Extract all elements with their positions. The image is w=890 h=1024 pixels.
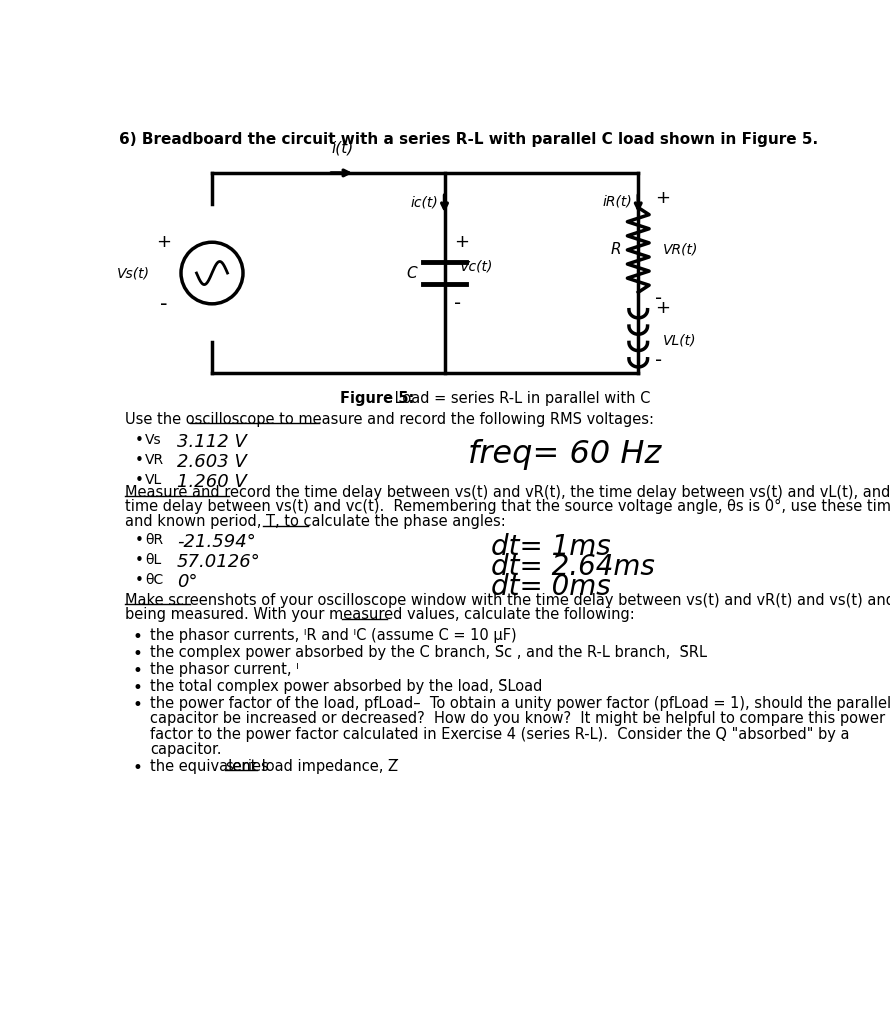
Text: θC: θC (145, 572, 164, 587)
Text: •: • (133, 628, 142, 646)
Text: series: series (225, 759, 269, 774)
Text: +: + (655, 299, 670, 316)
Text: -: - (655, 289, 662, 308)
Text: -: - (655, 351, 662, 371)
Text: the total complex power absorbed by the load, S̃Load: the total complex power absorbed by the … (150, 679, 542, 694)
Text: VL: VL (145, 473, 163, 487)
Text: load impedance, Z̅: load impedance, Z̅ (257, 759, 398, 774)
Text: the phasor currents, ᴵR and ᴵC (assume C = 10 μF): the phasor currents, ᴵR and ᴵC (assume C… (150, 628, 516, 643)
Text: •: • (133, 662, 142, 680)
Text: θL: θL (145, 553, 162, 566)
Text: dt= 2.64ms: dt= 2.64ms (491, 553, 655, 581)
Text: the equivalent: the equivalent (150, 759, 261, 774)
Text: Vs: Vs (145, 433, 162, 447)
Text: time delay between vs(t) and vc(t).  Remembering that the source voltage angle, : time delay between vs(t) and vc(t). Reme… (125, 500, 890, 514)
Text: Make screenshots of your oscilloscope window with the time delay between vs(t) a: Make screenshots of your oscilloscope wi… (125, 593, 890, 607)
Text: 0°: 0° (177, 572, 198, 591)
Text: Load = series R-L in parallel with C: Load = series R-L in parallel with C (390, 391, 651, 406)
Text: capacitor be increased or decreased?  How do you know?  It might be helpful to c: capacitor be increased or decreased? How… (150, 711, 886, 726)
Text: the phasor current, ᴵ: the phasor current, ᴵ (150, 662, 299, 677)
Text: •: • (133, 695, 142, 714)
Text: Measure and record the time delay between vs(t) and vR(t), the time delay betwee: Measure and record the time delay betwee… (125, 484, 890, 500)
Text: the complex power absorbed by the C branch, S̃c , and the R-L branch,  S̃RL: the complex power absorbed by the C bran… (150, 645, 707, 659)
Text: •: • (134, 454, 143, 468)
Text: and known period, T, to calculate the phase angles:: and known period, T, to calculate the ph… (125, 514, 506, 529)
Text: factor to the power factor calculated in Exercise 4 (series R-L).  Consider the : factor to the power factor calculated in… (150, 727, 849, 741)
Text: dt= 0ms: dt= 0ms (491, 572, 611, 600)
Text: -21.594°: -21.594° (177, 532, 256, 551)
Text: the power factor of the load, pfLoad–  To obtain a unity power factor (pfLoad = : the power factor of the load, pfLoad– To… (150, 695, 890, 711)
Text: •: • (133, 645, 142, 663)
Text: 2.603 V: 2.603 V (177, 454, 247, 471)
Text: Vc(t): Vc(t) (460, 260, 493, 273)
Text: -: - (454, 294, 461, 313)
Text: R: R (611, 243, 621, 257)
Text: Vs(t): Vs(t) (117, 266, 150, 280)
Text: iR(t): iR(t) (603, 195, 632, 209)
Text: +: + (454, 233, 469, 251)
Text: θR: θR (145, 532, 164, 547)
Text: C: C (406, 265, 417, 281)
Text: 57.0126°: 57.0126° (177, 553, 261, 570)
Text: ic(t): ic(t) (410, 196, 438, 209)
Text: -: - (160, 294, 167, 313)
Text: freq= 60 Hz: freq= 60 Hz (468, 438, 661, 470)
Text: VR: VR (145, 454, 165, 467)
Text: dt= 1ms: dt= 1ms (491, 532, 611, 560)
Text: 3.112 V: 3.112 V (177, 433, 247, 452)
Text: 1.260 V: 1.260 V (177, 473, 247, 492)
Text: •: • (134, 532, 143, 548)
Text: 6) Breadboard the circuit with a series R-L with parallel C load shown in Figure: 6) Breadboard the circuit with a series … (119, 132, 818, 147)
Text: +: + (655, 189, 670, 207)
Text: +: + (157, 233, 172, 251)
Text: •: • (133, 759, 142, 777)
Text: capacitor.: capacitor. (150, 742, 222, 757)
Text: VR(t): VR(t) (663, 243, 699, 257)
Text: •: • (134, 553, 143, 567)
Text: •: • (134, 572, 143, 588)
Text: •: • (134, 473, 143, 488)
Text: •: • (134, 433, 143, 449)
Text: Use the oscilloscope to measure and record the following RMS voltages:: Use the oscilloscope to measure and reco… (125, 412, 654, 427)
Text: being measured. With your measured values, calculate the following:: being measured. With your measured value… (125, 607, 635, 623)
Text: •: • (133, 679, 142, 696)
Text: i(t): i(t) (331, 141, 353, 156)
Text: Figure 5:: Figure 5: (340, 391, 414, 406)
Text: VL(t): VL(t) (663, 334, 697, 347)
